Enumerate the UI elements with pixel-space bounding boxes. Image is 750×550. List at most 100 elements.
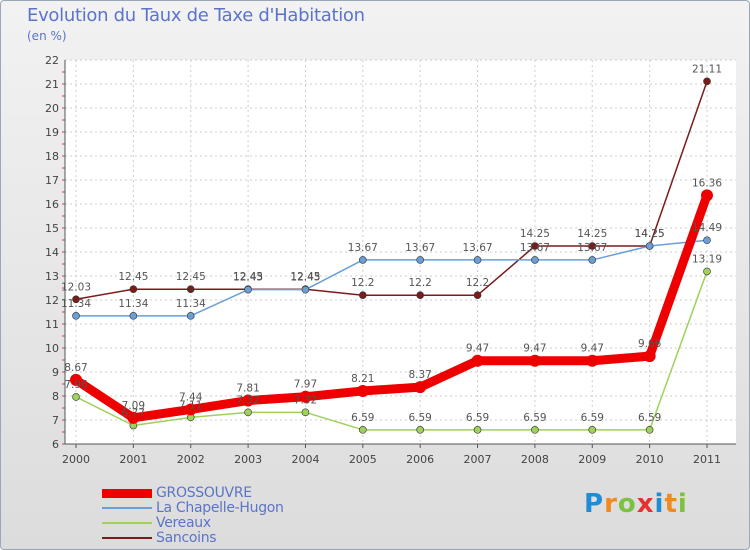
data-label: 7.32 bbox=[294, 394, 317, 406]
y-tick-label: 22 bbox=[45, 54, 59, 67]
series-line-vereaux bbox=[75, 270, 708, 431]
data-point bbox=[414, 381, 427, 394]
data-label: 12.2 bbox=[408, 277, 431, 289]
data-point bbox=[588, 242, 597, 250]
data-point bbox=[643, 350, 656, 363]
logo-letter: r bbox=[604, 489, 618, 519]
data-label: 8.67 bbox=[64, 362, 87, 374]
data-point bbox=[473, 256, 482, 264]
data-point bbox=[473, 291, 482, 300]
data-label: 14.25 bbox=[635, 228, 665, 240]
series-line-grossouvre bbox=[71, 190, 712, 423]
data-point bbox=[186, 285, 195, 294]
data-label: 14.49 bbox=[692, 222, 722, 234]
data-label: 11.34 bbox=[61, 298, 91, 310]
legend-label-la-chapelle-hugon: La Chapelle-Hugon bbox=[156, 500, 284, 516]
data-label: 6.59 bbox=[408, 412, 431, 424]
data-label: 12.45 bbox=[233, 271, 263, 283]
data-point bbox=[531, 426, 539, 434]
data-label: 12.45 bbox=[290, 271, 320, 283]
data-label: 7.96 bbox=[64, 379, 88, 391]
x-tick-label: 2006 bbox=[406, 453, 434, 466]
data-label: 13.67 bbox=[463, 242, 493, 254]
y-tick-label: 10 bbox=[45, 342, 59, 355]
data-label: 9.47 bbox=[466, 343, 489, 355]
data-point bbox=[359, 426, 367, 434]
data-label: 12.45 bbox=[118, 271, 148, 283]
legend-label-sancoins: Sancoins bbox=[156, 530, 217, 546]
data-label: 8.37 bbox=[408, 369, 431, 381]
data-point bbox=[645, 426, 654, 434]
data-label: 13.67 bbox=[405, 242, 435, 254]
data-point bbox=[416, 256, 424, 264]
data-point bbox=[471, 354, 484, 367]
data-point bbox=[127, 411, 140, 424]
y-tick-label: 14 bbox=[45, 246, 59, 259]
data-point bbox=[528, 354, 541, 367]
data-point bbox=[588, 256, 597, 264]
data-label: 11.34 bbox=[176, 298, 206, 310]
data-point bbox=[701, 189, 713, 202]
legend-item-grossouvre: GROSSOUVRE bbox=[102, 485, 252, 501]
x-tick-label: 2008 bbox=[521, 453, 549, 466]
x-tick-label: 2010 bbox=[636, 453, 664, 466]
x-tick-label: 2007 bbox=[464, 453, 492, 466]
data-label: 12.03 bbox=[61, 281, 91, 293]
data-label: 8.21 bbox=[351, 373, 374, 385]
data-point bbox=[359, 256, 367, 264]
data-point bbox=[72, 295, 80, 304]
y-tick-label: 19 bbox=[45, 126, 59, 139]
y-tick-label: 17 bbox=[45, 174, 59, 187]
data-label: 6.59 bbox=[638, 412, 661, 424]
y-tick-label: 6 bbox=[52, 438, 59, 451]
data-label: 12.2 bbox=[466, 277, 489, 289]
x-tick-label: 2001 bbox=[119, 453, 147, 466]
data-point bbox=[244, 285, 252, 294]
y-tick-label: 20 bbox=[45, 102, 59, 115]
data-label: 12.2 bbox=[351, 277, 374, 289]
data-point bbox=[586, 354, 599, 367]
legend-label-vereaux: Vereaux bbox=[156, 515, 211, 531]
data-label: 7.11 bbox=[179, 399, 202, 411]
data-label: 7.97 bbox=[294, 379, 317, 391]
series-line-la-chapelle-hugon bbox=[75, 239, 708, 317]
data-label: 11.34 bbox=[118, 298, 148, 310]
legend-label-grossouvre: GROSSOUVRE bbox=[156, 485, 252, 501]
data-point bbox=[129, 285, 138, 294]
data-point bbox=[531, 256, 539, 264]
data-point bbox=[473, 426, 482, 434]
data-point bbox=[301, 408, 310, 417]
data-label: 6.59 bbox=[523, 412, 546, 424]
data-point bbox=[356, 384, 369, 397]
x-tick-label: 2002 bbox=[177, 453, 205, 466]
logo-letter: t bbox=[664, 489, 678, 519]
y-tick-label: 16 bbox=[45, 198, 59, 211]
y-tick-label: 21 bbox=[45, 78, 59, 91]
x-tick-label: 2004 bbox=[291, 453, 319, 466]
data-label: 21.11 bbox=[692, 63, 722, 75]
y-tick-label: 8 bbox=[52, 390, 59, 403]
data-label: 9.47 bbox=[581, 343, 604, 355]
chart-subtitle: (en %) bbox=[27, 29, 67, 43]
data-label: 6.59 bbox=[581, 412, 604, 424]
data-label: 16.36 bbox=[692, 177, 722, 189]
y-tick-label: 18 bbox=[45, 150, 59, 163]
y-tick-label: 7 bbox=[52, 414, 59, 427]
y-tick-label: 12 bbox=[45, 294, 59, 307]
y-tick-label: 15 bbox=[45, 222, 59, 235]
chart-title: Evolution du Taux de Taxe d'Habitation bbox=[27, 5, 365, 26]
data-label: 7.09 bbox=[122, 400, 145, 412]
data-label: 14.25 bbox=[635, 228, 665, 240]
data-point bbox=[703, 267, 711, 276]
data-label: 13.67 bbox=[520, 242, 550, 254]
legend-swatch-sancoins bbox=[102, 537, 152, 539]
series-line-sancoins bbox=[75, 80, 708, 301]
logo-letter: o bbox=[617, 489, 637, 519]
data-point bbox=[703, 236, 711, 245]
data-point bbox=[588, 426, 597, 434]
data-point bbox=[184, 403, 197, 416]
data-label: 14.25 bbox=[520, 228, 550, 240]
data-label: 14.25 bbox=[577, 228, 607, 240]
